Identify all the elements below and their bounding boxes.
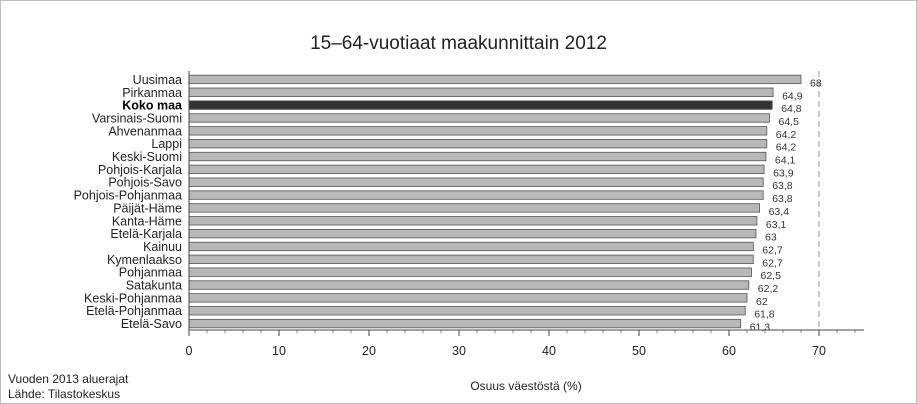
x-tick-label: 40 xyxy=(542,344,556,358)
category-label: Keski-Suomi xyxy=(112,150,182,164)
footnote-source: Lähde: Tilastokeskus xyxy=(8,387,121,401)
bar xyxy=(188,139,768,149)
category-label: Kainuu xyxy=(143,240,182,254)
bar xyxy=(188,318,742,329)
data-label: 61,8 xyxy=(754,309,775,321)
category-label: Varsinais-Suomi xyxy=(92,111,182,125)
bar xyxy=(188,87,774,97)
data-label: 63 xyxy=(765,232,777,244)
category-label: Pohjanmaa xyxy=(119,266,182,280)
category-label: Satakunta xyxy=(126,279,182,293)
bar xyxy=(188,228,757,239)
bar xyxy=(188,113,770,123)
category-label: Pohjois-Savo xyxy=(108,176,182,190)
category-label: Etelä-Savo xyxy=(121,317,182,331)
data-label: 64,9 xyxy=(782,90,803,102)
bar xyxy=(188,100,773,110)
data-label: 61,3 xyxy=(750,322,771,334)
bar xyxy=(188,254,754,264)
data-label: 62,5 xyxy=(761,270,782,282)
category-label: Uusimaa xyxy=(133,73,182,87)
data-label: 63,8 xyxy=(772,180,793,192)
category-label: Pirkanmaa xyxy=(122,86,182,100)
bar xyxy=(188,190,764,200)
data-label: 63,8 xyxy=(772,193,793,205)
bar xyxy=(188,293,748,303)
bar xyxy=(188,306,746,316)
chart-title: 15–64-vuotiaat maakunnittain 2012 xyxy=(310,33,607,54)
data-label: 64,2 xyxy=(776,142,797,154)
category-label: Ahvenanmaa xyxy=(108,124,182,138)
data-label: 62,7 xyxy=(762,244,783,256)
category-label: Lappi xyxy=(151,137,182,151)
bar xyxy=(188,241,754,252)
x-tick-label: 0 xyxy=(186,344,193,358)
bar xyxy=(188,216,758,226)
bar xyxy=(188,74,802,85)
bar xyxy=(188,177,764,187)
x-tick-label: 60 xyxy=(722,344,736,358)
bar xyxy=(188,126,768,136)
data-label: 68 xyxy=(810,77,822,89)
footnote: Vuoden 2013 aluerajat Lähde: Tilastokesk… xyxy=(8,372,128,402)
x-axis-label: Osuus väestöstä (%) xyxy=(470,379,582,393)
category-label: Koko maa xyxy=(122,99,183,113)
bar xyxy=(188,151,767,162)
category-label: Päijät-Häme xyxy=(113,201,182,215)
category-label: Etelä-Karjala xyxy=(110,227,182,241)
data-label: 63,1 xyxy=(766,219,787,231)
data-label: 62,2 xyxy=(758,283,779,295)
x-tick-label: 70 xyxy=(812,344,826,358)
data-label: 62,7 xyxy=(762,257,783,269)
data-label: 64,2 xyxy=(776,129,797,141)
data-label: 64,1 xyxy=(775,155,796,167)
category-label: Pohjois-Karjala xyxy=(98,163,182,177)
bar xyxy=(188,267,752,277)
category-label: Keski-Pohjanmaa xyxy=(84,291,182,305)
x-tick-label: 10 xyxy=(272,344,286,358)
x-tick-label: 50 xyxy=(632,344,646,358)
data-label: 62 xyxy=(756,296,768,308)
category-label: Etelä-Pohjanmaa xyxy=(86,304,182,318)
data-label: 64,5 xyxy=(779,116,800,128)
x-tick-label: 30 xyxy=(452,344,466,358)
footnote-area-borders: Vuoden 2013 aluerajat xyxy=(8,372,129,386)
bar xyxy=(188,203,760,213)
bar xyxy=(188,164,765,175)
data-label: 63,4 xyxy=(769,206,790,218)
x-tick-label: 20 xyxy=(362,344,376,358)
data-label: 64,8 xyxy=(781,103,802,115)
bar xyxy=(188,280,750,290)
data-label: 63,9 xyxy=(773,167,794,179)
category-label: Kanta-Häme xyxy=(112,214,182,228)
category-label: Pohjois-Pohjanmaa xyxy=(74,189,182,203)
category-label: Kymenlaakso xyxy=(107,253,182,267)
